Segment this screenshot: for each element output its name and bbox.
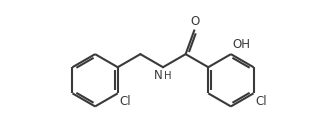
- Text: O: O: [190, 15, 199, 27]
- Text: Cl: Cl: [256, 95, 267, 108]
- Text: H: H: [164, 71, 172, 81]
- Text: OH: OH: [232, 38, 250, 51]
- Text: Cl: Cl: [120, 95, 131, 108]
- Text: N: N: [154, 69, 162, 82]
